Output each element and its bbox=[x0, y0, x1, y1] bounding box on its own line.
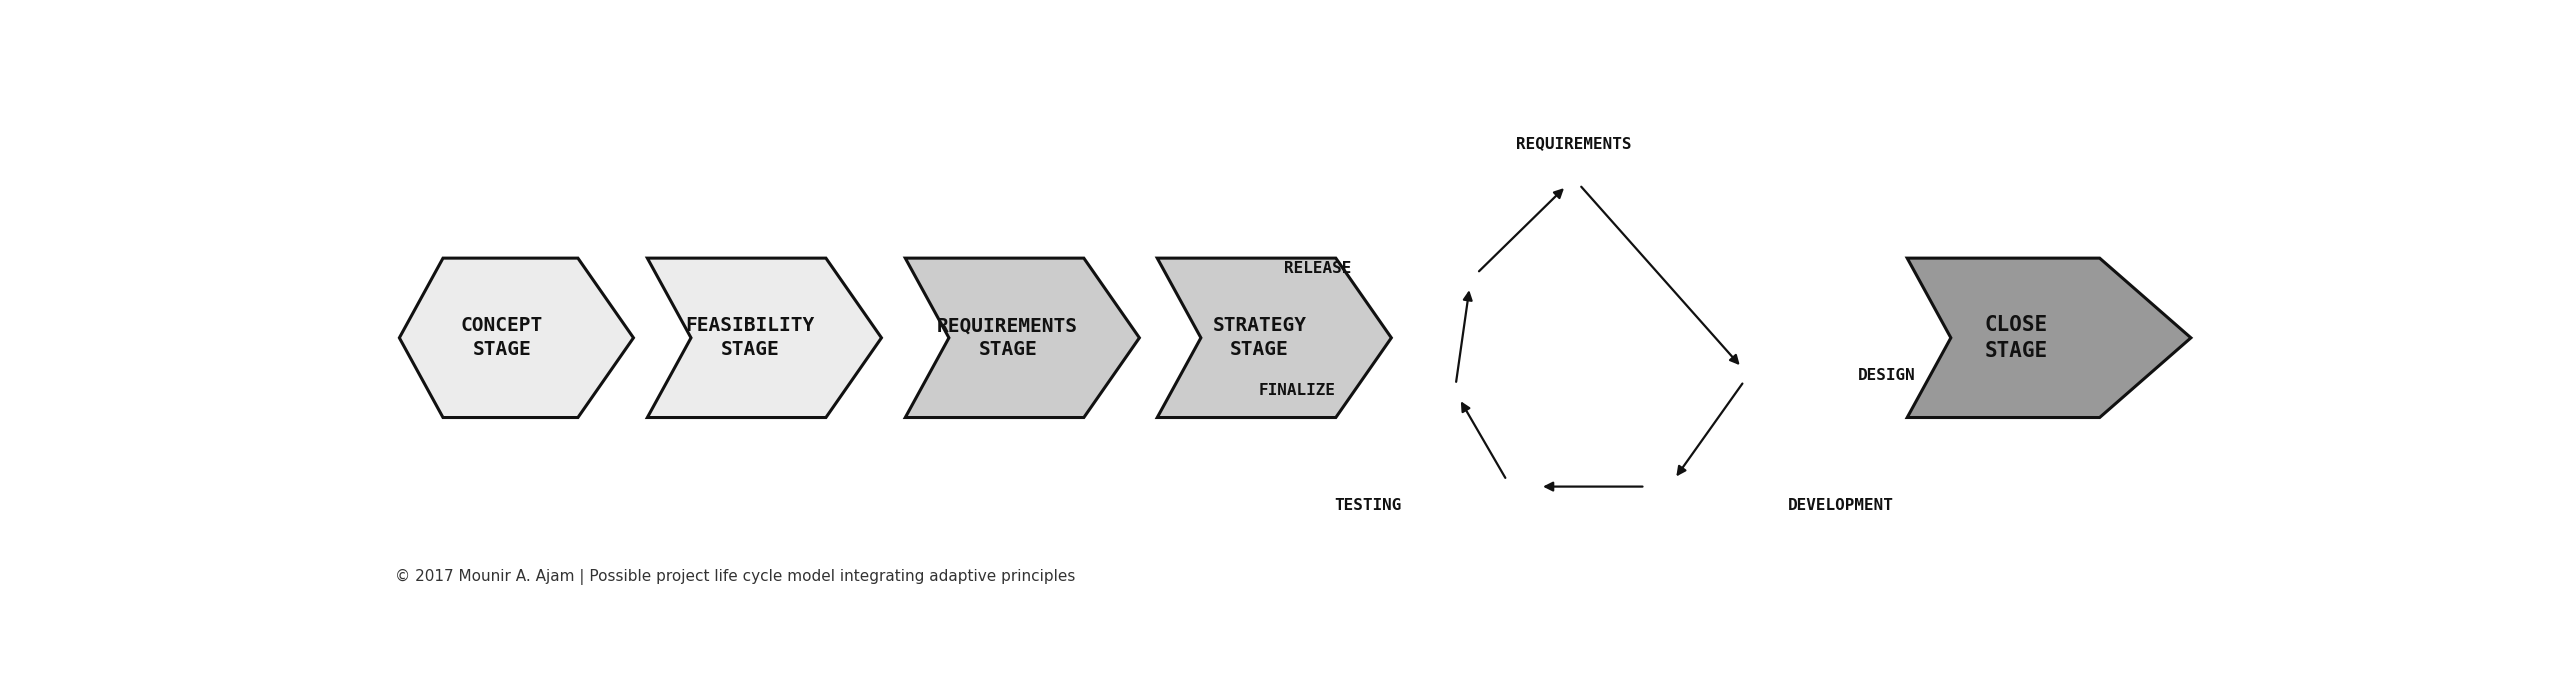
Text: REQUIREMENTS
STAGE: REQUIREMENTS STAGE bbox=[937, 316, 1078, 359]
Text: RELEASE: RELEASE bbox=[1285, 262, 1352, 276]
Text: CONCEPT
STAGE: CONCEPT STAGE bbox=[461, 316, 543, 359]
Text: CLOSE
STAGE: CLOSE STAGE bbox=[1984, 315, 2048, 361]
Text: FEASIBILITY
STAGE: FEASIBILITY STAGE bbox=[686, 316, 814, 359]
Text: © 2017 Mounir A. Ajam | Possible project life cycle model integrating adaptive p: © 2017 Mounir A. Ajam | Possible project… bbox=[394, 569, 1075, 585]
Polygon shape bbox=[906, 258, 1139, 417]
Text: TESTING: TESTING bbox=[1334, 497, 1400, 513]
Text: DESIGN: DESIGN bbox=[1859, 368, 1915, 382]
Polygon shape bbox=[648, 258, 881, 417]
Text: FINALIZE: FINALIZE bbox=[1260, 384, 1336, 398]
Polygon shape bbox=[1157, 258, 1393, 417]
Text: STRATEGY
STAGE: STRATEGY STAGE bbox=[1213, 316, 1306, 359]
Text: DEVELOPMENT: DEVELOPMENT bbox=[1789, 497, 1894, 513]
Polygon shape bbox=[1907, 258, 2191, 417]
Text: REQUIREMENTS: REQUIREMENTS bbox=[1516, 137, 1631, 151]
Polygon shape bbox=[399, 258, 632, 417]
